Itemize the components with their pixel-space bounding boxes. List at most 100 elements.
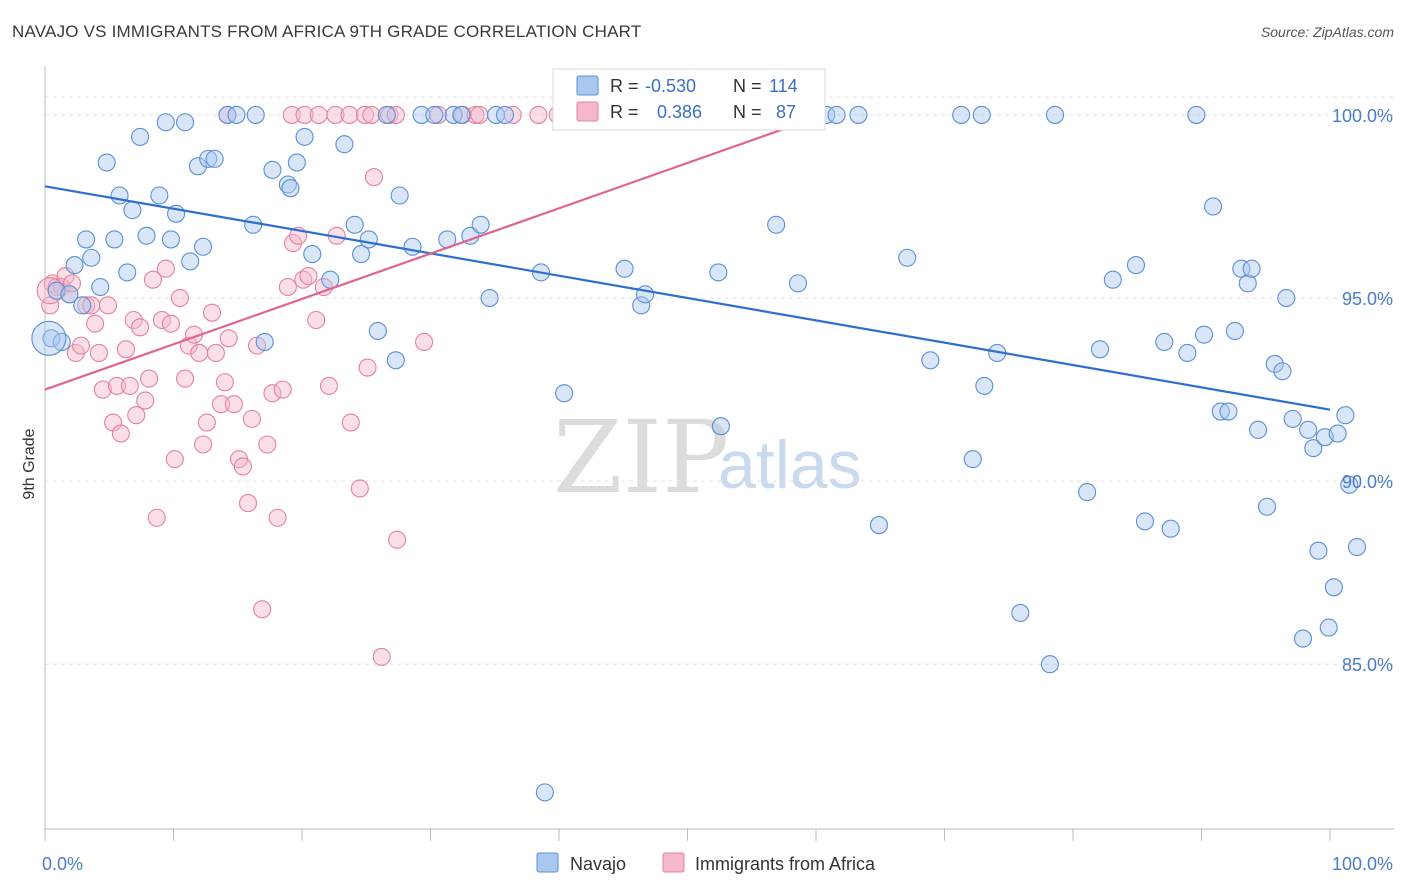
point-africa-67 xyxy=(372,647,391,666)
trend-line-navajo xyxy=(44,185,1331,411)
point-navajo-109 xyxy=(1319,618,1338,637)
point-navajo-115 xyxy=(535,783,554,802)
point-navajo-72 xyxy=(921,351,940,370)
point-navajo-94 xyxy=(1225,321,1244,341)
point-navajo-50 xyxy=(444,105,463,124)
x-tick-label-min: 0.0% xyxy=(42,854,83,874)
trend-line-africa xyxy=(44,113,825,391)
point-navajo-17 xyxy=(156,113,175,132)
point-navajo-99 xyxy=(1257,497,1277,516)
point-navajo-103 xyxy=(1283,409,1302,428)
point-navajo-98 xyxy=(1248,420,1268,439)
point-africa-53 xyxy=(273,380,292,399)
point-africa-51 xyxy=(263,384,282,403)
point-africa-14 xyxy=(98,296,118,315)
point-africa-74 xyxy=(326,105,345,124)
point-navajo-69 xyxy=(849,105,868,124)
point-navajo-44 xyxy=(386,351,405,370)
point-navajo-33 xyxy=(281,179,300,198)
point-africa-17 xyxy=(111,424,130,443)
point-africa-50 xyxy=(258,435,277,454)
point-africa-42 xyxy=(219,329,238,348)
point-africa-37 xyxy=(197,413,216,432)
point-navajo-47 xyxy=(412,105,431,124)
point-navajo-106 xyxy=(1304,439,1323,458)
point-navajo-66 xyxy=(788,274,808,293)
y-axis-title: 9th Grade xyxy=(21,428,38,499)
point-navajo-73 xyxy=(952,105,971,124)
point-navajo-83 xyxy=(1103,270,1122,289)
point-africa-16 xyxy=(107,376,127,395)
point-navajo-13 xyxy=(123,201,142,220)
point-navajo-84 xyxy=(1126,256,1146,275)
point-navajo-38 xyxy=(335,135,354,154)
point-navajo-58 xyxy=(555,384,574,403)
stats-r-label-1: R = xyxy=(610,76,639,96)
point-navajo-22 xyxy=(188,157,207,176)
point-africa-40 xyxy=(211,395,231,414)
stats-swatch-navajo xyxy=(576,75,599,96)
point-navajo-37 xyxy=(321,270,340,289)
point-africa-20 xyxy=(124,310,143,330)
point-navajo-79 xyxy=(1040,655,1059,674)
point-africa-38 xyxy=(203,303,222,322)
point-africa-45 xyxy=(233,457,252,476)
stats-legend: R = -0.530 N = 114 R = 0.386 N = 87 xyxy=(552,68,826,131)
point-navajo-7 xyxy=(82,248,101,267)
point-navajo-39 xyxy=(345,215,364,234)
point-africa-21 xyxy=(127,406,146,425)
point-africa-32 xyxy=(176,369,195,388)
point-navajo-92 xyxy=(1211,402,1230,421)
point-africa-72 xyxy=(295,105,314,124)
point-africa-69 xyxy=(415,332,434,352)
point-africa-18 xyxy=(116,340,136,359)
point-africa-23 xyxy=(136,391,155,410)
point-navajo-45 xyxy=(390,186,409,205)
point-navajo-36 xyxy=(303,245,322,264)
point-navajo-23 xyxy=(194,237,213,256)
point-navajo-82 xyxy=(1090,340,1110,359)
point-navajo-5 xyxy=(73,296,92,315)
point-navajo-21 xyxy=(181,252,200,271)
point-navajo-4 xyxy=(65,256,84,275)
point-africa-71 xyxy=(282,105,301,124)
point-navajo-42 xyxy=(368,321,387,341)
point-africa-9 xyxy=(77,296,96,315)
point-navajo-48 xyxy=(425,105,444,124)
point-africa-29 xyxy=(161,314,180,333)
point-africa-25 xyxy=(143,270,162,289)
point-navajo-16 xyxy=(150,186,169,205)
bottom-legend: Navajo Immigrants from Africa xyxy=(536,852,876,874)
point-navajo-102 xyxy=(1277,288,1296,308)
point-navajo-113 xyxy=(1340,475,1359,494)
stats-r-value-1: -0.530 xyxy=(645,76,696,96)
legend-label-navajo: Navajo xyxy=(570,854,626,874)
axes xyxy=(44,66,1394,841)
point-africa-35 xyxy=(190,343,209,363)
point-africa-27 xyxy=(152,310,171,330)
point-africa-28 xyxy=(156,259,175,278)
point-navajo-15 xyxy=(137,226,156,245)
point-navajo-78 xyxy=(1011,603,1030,622)
point-navajo-31 xyxy=(263,160,282,179)
stats-n-label-1: N = xyxy=(733,76,762,96)
stats-n-value-1: 114 xyxy=(769,76,798,96)
y-tick-label-90: 90.0% xyxy=(1342,472,1393,492)
point-navajo-101 xyxy=(1273,362,1292,381)
point-africa-73 xyxy=(309,105,328,124)
point-navajo-54 xyxy=(480,288,499,308)
point-africa-46 xyxy=(238,494,258,513)
point-navajo-60 xyxy=(632,296,651,315)
point-navajo-24 xyxy=(199,149,218,168)
point-navajo-70 xyxy=(869,516,889,535)
point-africa-24 xyxy=(140,369,159,388)
point-navajo-0 xyxy=(42,329,61,348)
point-navajo-75 xyxy=(972,105,991,124)
point-navajo-91 xyxy=(1204,197,1223,216)
point-africa-66 xyxy=(364,168,384,187)
point-navajo-30 xyxy=(255,332,274,352)
stats-n-label-2: N = xyxy=(733,102,762,122)
point-navajo-8 xyxy=(91,277,110,297)
point-navajo-51 xyxy=(452,105,471,124)
